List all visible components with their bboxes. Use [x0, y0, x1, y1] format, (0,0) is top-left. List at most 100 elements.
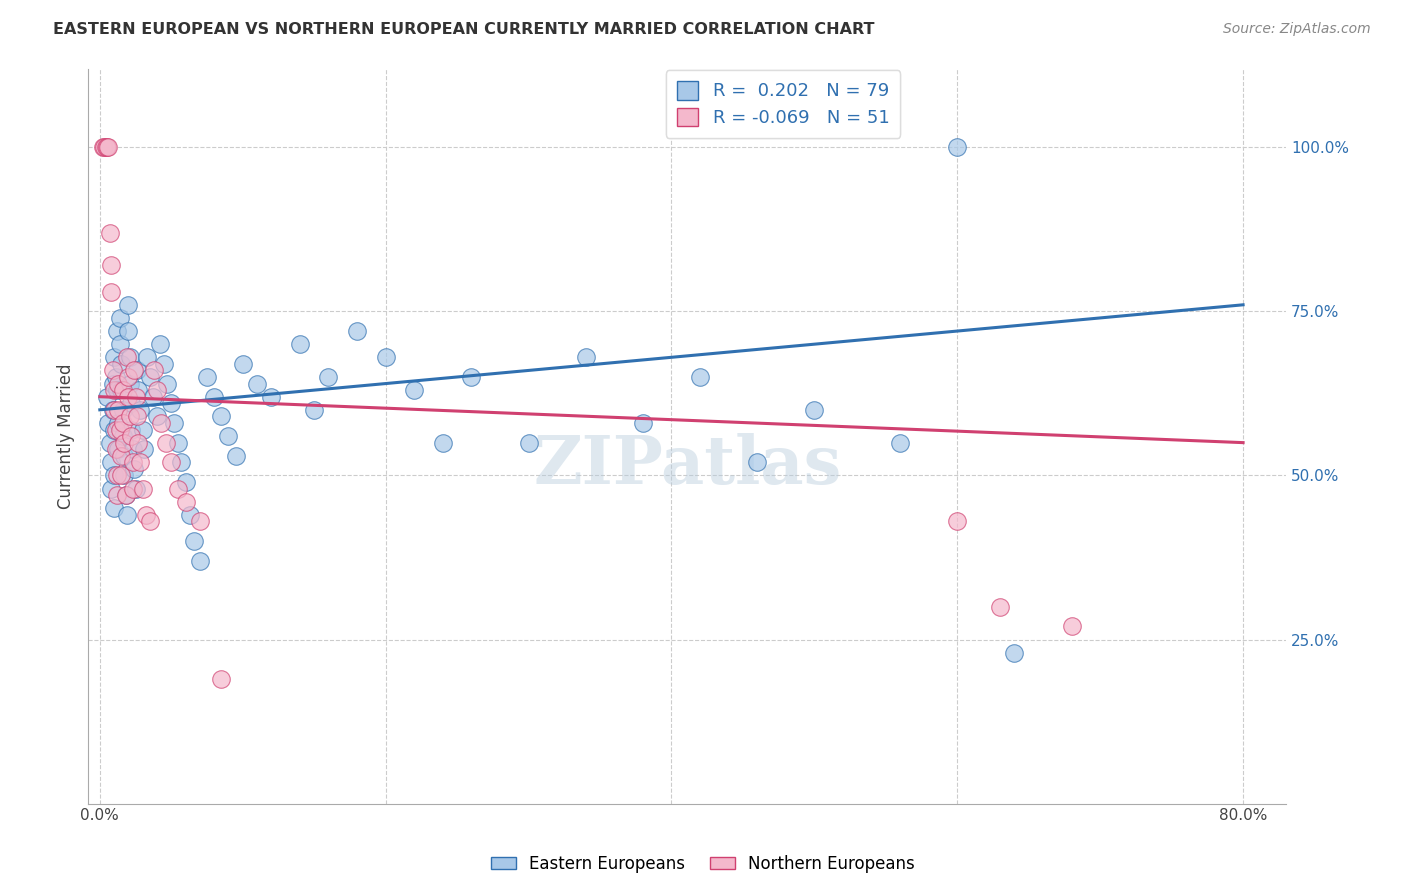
Point — [946, 140, 969, 154]
Point — [160, 396, 183, 410]
Point — [104, 442, 127, 457]
Point — [195, 370, 218, 384]
Point — [111, 383, 134, 397]
Point — [105, 383, 128, 397]
Point — [121, 482, 143, 496]
Point — [125, 409, 148, 424]
Point — [163, 416, 186, 430]
Point — [183, 534, 205, 549]
Point — [110, 449, 132, 463]
Point — [104, 423, 127, 437]
Legend: Eastern Europeans, Northern Europeans: Eastern Europeans, Northern Europeans — [484, 848, 922, 880]
Point — [167, 482, 190, 496]
Point — [153, 357, 176, 371]
Point — [346, 324, 368, 338]
Point — [142, 390, 165, 404]
Point — [111, 416, 134, 430]
Point — [146, 383, 169, 397]
Text: Source: ZipAtlas.com: Source: ZipAtlas.com — [1223, 22, 1371, 37]
Point — [100, 259, 122, 273]
Point — [136, 351, 159, 365]
Point — [131, 423, 153, 437]
Point — [115, 351, 138, 365]
Point — [146, 409, 169, 424]
Point — [103, 468, 125, 483]
Point — [209, 672, 232, 686]
Point — [108, 310, 131, 325]
Point — [803, 402, 825, 417]
Point — [517, 435, 540, 450]
Point — [631, 416, 654, 430]
Point — [160, 455, 183, 469]
Point — [103, 351, 125, 365]
Point — [97, 416, 120, 430]
Point — [103, 383, 125, 397]
Point — [108, 423, 131, 437]
Point — [132, 442, 155, 457]
Point — [117, 370, 139, 384]
Point — [1060, 619, 1083, 633]
Point — [107, 376, 129, 391]
Point — [374, 351, 396, 365]
Point — [105, 324, 128, 338]
Legend: R =  0.202   N = 79, R = -0.069   N = 51: R = 0.202 N = 79, R = -0.069 N = 51 — [665, 70, 900, 137]
Point — [689, 370, 711, 384]
Point — [128, 402, 150, 417]
Point — [118, 351, 141, 365]
Point — [101, 402, 124, 417]
Point — [110, 468, 132, 483]
Point — [112, 468, 135, 483]
Point — [112, 435, 135, 450]
Point — [118, 376, 141, 391]
Point — [96, 390, 118, 404]
Point — [174, 475, 197, 489]
Point — [155, 435, 177, 450]
Point — [188, 515, 211, 529]
Point — [139, 515, 162, 529]
Point — [103, 501, 125, 516]
Point — [246, 376, 269, 391]
Point — [432, 435, 454, 450]
Point — [114, 488, 136, 502]
Point — [1004, 646, 1026, 660]
Point — [202, 390, 225, 404]
Point — [115, 508, 138, 522]
Point — [96, 140, 118, 154]
Point — [117, 324, 139, 338]
Point — [122, 462, 145, 476]
Point — [143, 363, 166, 377]
Point — [179, 508, 201, 522]
Point — [118, 409, 141, 424]
Point — [94, 140, 117, 154]
Point — [232, 357, 254, 371]
Point — [946, 515, 969, 529]
Point — [174, 494, 197, 508]
Point — [91, 140, 114, 154]
Point — [139, 370, 162, 384]
Point — [103, 423, 125, 437]
Point — [889, 435, 911, 450]
Point — [93, 140, 115, 154]
Point — [110, 383, 132, 397]
Point — [575, 351, 598, 365]
Point — [988, 599, 1011, 614]
Point — [100, 455, 122, 469]
Point — [114, 488, 136, 502]
Point — [170, 455, 193, 469]
Point — [107, 442, 129, 457]
Point — [127, 435, 149, 450]
Point — [117, 298, 139, 312]
Text: ZIPatlas: ZIPatlas — [533, 433, 841, 498]
Point — [120, 396, 142, 410]
Point — [156, 376, 179, 391]
Y-axis label: Currently Married: Currently Married — [58, 363, 75, 508]
Point — [101, 363, 124, 377]
Point — [117, 390, 139, 404]
Point — [101, 376, 124, 391]
Point — [404, 383, 426, 397]
Point — [121, 455, 143, 469]
Point — [150, 416, 173, 430]
Point — [122, 363, 145, 377]
Text: EASTERN EUROPEAN VS NORTHERN EUROPEAN CURRENTLY MARRIED CORRELATION CHART: EASTERN EUROPEAN VS NORTHERN EUROPEAN CU… — [53, 22, 875, 37]
Point — [209, 409, 232, 424]
